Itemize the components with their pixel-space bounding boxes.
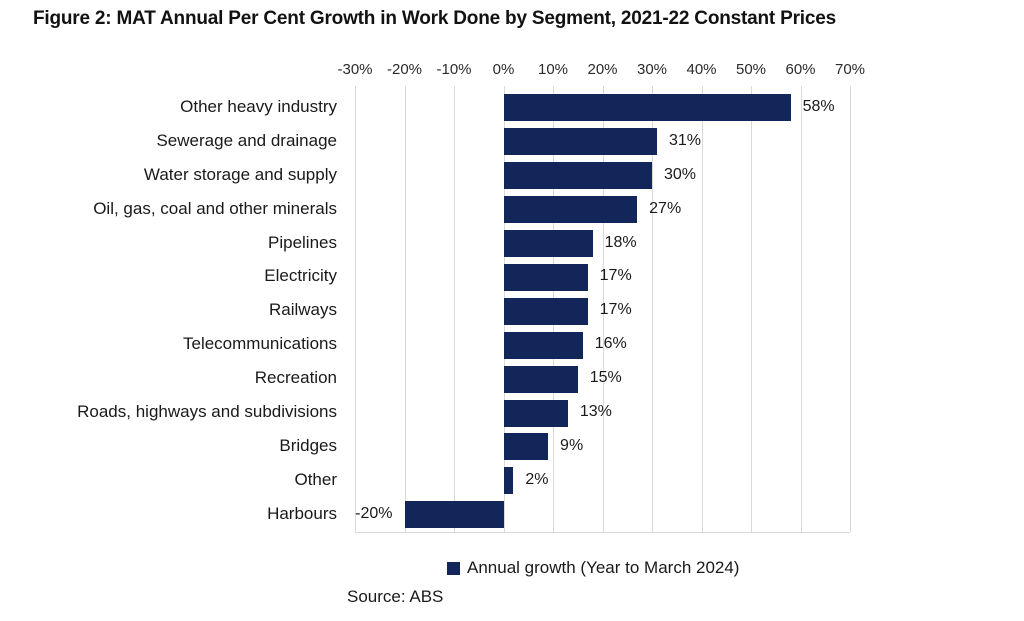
category-label: Bridges xyxy=(279,435,337,455)
bar xyxy=(503,365,578,393)
bar xyxy=(503,331,583,359)
bar xyxy=(503,433,549,461)
x-tick-label: 20% xyxy=(587,61,618,78)
x-tick-label: 50% xyxy=(735,61,767,78)
gridline xyxy=(850,86,851,532)
value-label: 2% xyxy=(525,470,549,488)
category-label: Other heavy industry xyxy=(180,96,337,116)
x-tick-label: 0% xyxy=(492,61,515,78)
bar xyxy=(503,297,588,325)
bar xyxy=(503,128,657,156)
value-label: -20% xyxy=(355,504,393,522)
legend: Annual growth (Year to March 2024) xyxy=(447,558,739,578)
axis-bottom-line xyxy=(355,532,850,533)
category-label: Electricity xyxy=(264,266,337,286)
bar xyxy=(503,399,568,427)
legend-label: Annual growth (Year to March 2024) xyxy=(467,558,740,577)
bar xyxy=(503,162,652,190)
x-tick-label: 40% xyxy=(686,61,717,78)
value-label: 15% xyxy=(589,369,622,387)
gridline xyxy=(454,86,455,532)
bar xyxy=(404,501,504,529)
x-tick-label: -20% xyxy=(386,61,423,78)
value-label: 30% xyxy=(664,165,697,183)
value-label: 27% xyxy=(649,199,682,217)
legend-swatch xyxy=(447,561,460,575)
bar xyxy=(503,263,588,291)
x-tick-label: 70% xyxy=(834,61,866,78)
gridline xyxy=(751,86,752,532)
category-label: Water storage and supply xyxy=(143,164,337,184)
value-label: 18% xyxy=(604,233,637,251)
gridline xyxy=(404,86,406,532)
category-label: Sewerage and drainage xyxy=(156,130,337,150)
bar xyxy=(503,196,638,224)
category-label: Railways xyxy=(268,300,337,320)
category-label: Telecommunications xyxy=(182,334,337,354)
category-label: Pipelines xyxy=(268,232,337,252)
gridline xyxy=(652,86,653,532)
gridline xyxy=(355,86,356,532)
category-label: Oil, gas, coal and other minerals xyxy=(93,198,337,218)
category-label: Roads, highways and subdivisions xyxy=(77,402,337,422)
x-tick-label: 10% xyxy=(537,61,569,78)
x-tick-label: 60% xyxy=(785,61,816,78)
value-label: 17% xyxy=(599,267,632,285)
category-label: Recreation xyxy=(254,368,337,388)
x-tick-label: -30% xyxy=(337,61,373,78)
gridline xyxy=(800,86,802,532)
value-label: 9% xyxy=(560,436,584,454)
source-note: Source: ABS xyxy=(347,587,444,606)
bar xyxy=(503,230,593,258)
value-label: 31% xyxy=(668,131,701,149)
value-label: 16% xyxy=(594,335,627,353)
value-label: 13% xyxy=(579,403,612,421)
figure-title: Figure 2: MAT Annual Per Cent Growth in … xyxy=(33,8,836,29)
category-label: Harbours xyxy=(267,503,337,523)
x-tick-label: 30% xyxy=(636,61,668,78)
category-label: Other xyxy=(294,469,337,489)
value-label: 58% xyxy=(802,97,835,115)
gridline xyxy=(701,86,703,532)
bar xyxy=(503,94,791,122)
bar xyxy=(503,467,514,495)
gridline xyxy=(602,86,604,532)
x-tick-label: -10% xyxy=(436,61,472,78)
value-label: 17% xyxy=(599,301,632,319)
